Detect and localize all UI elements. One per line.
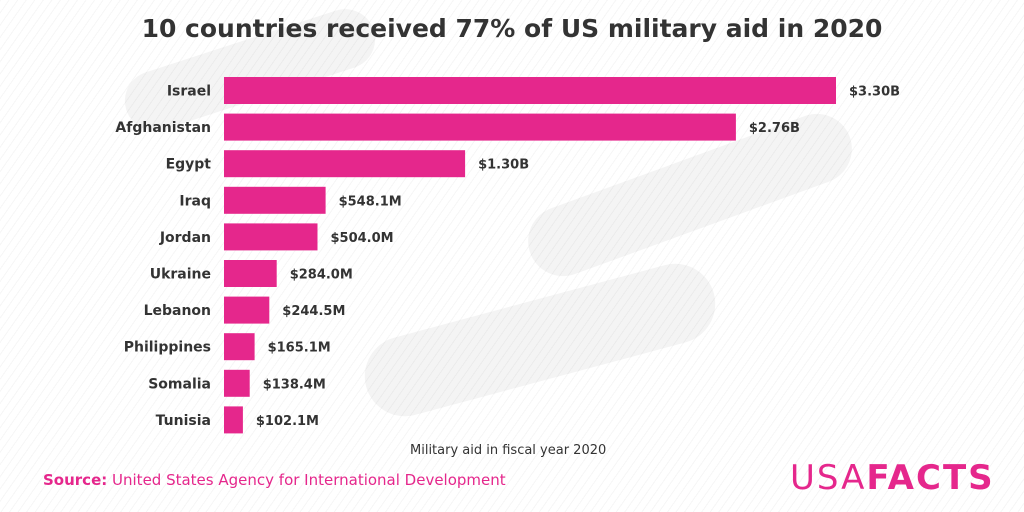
category-label: Somalia [148, 376, 211, 392]
category-label: Jordan [159, 230, 211, 246]
bar-tunisia [224, 406, 243, 434]
bar-jordan [224, 223, 318, 251]
category-label: Philippines [124, 340, 211, 356]
category-label: Israel [167, 84, 211, 100]
bar-lebanon [224, 296, 270, 324]
value-label: $138.4M [263, 377, 326, 392]
logo-part-usa: USA [790, 458, 867, 498]
usafacts-logo: USAFACTS [790, 458, 995, 498]
bar-israel [224, 77, 836, 104]
source-note: Source: United States Agency for Interna… [43, 471, 506, 489]
category-label: Afghanistan [115, 120, 211, 136]
category-label: Egypt [166, 157, 212, 173]
value-label: $2.76B [749, 121, 800, 136]
value-label: $244.5M [282, 304, 345, 319]
bar-afghanistan [224, 113, 736, 141]
value-label: $165.1M [268, 341, 331, 356]
category-label: Ukraine [150, 267, 211, 283]
value-label: $1.30B [478, 158, 529, 173]
category-label: Tunisia [156, 413, 211, 429]
category-label: Iraq [179, 193, 211, 209]
x-axis-label: Military aid in fiscal year 2020 [410, 443, 607, 458]
source-text: United States Agency for International D… [112, 471, 506, 489]
logo-part-facts: FACTS [866, 458, 995, 498]
source-label: Source: [43, 471, 108, 489]
value-label: $3.30B [849, 85, 900, 100]
category-label: Lebanon [144, 303, 211, 319]
bar-egypt [224, 150, 466, 178]
chart-title: 10 countries received 77% of US military… [141, 14, 883, 43]
value-label: $102.1M [256, 414, 319, 429]
bar-iraq [224, 186, 326, 214]
bar-ukraine [224, 260, 277, 287]
value-label: $548.1M [339, 194, 402, 209]
value-label: $284.0M [290, 268, 353, 283]
value-label: $504.0M [331, 231, 394, 246]
bar-philippines [224, 333, 255, 361]
bar-somalia [224, 369, 250, 397]
